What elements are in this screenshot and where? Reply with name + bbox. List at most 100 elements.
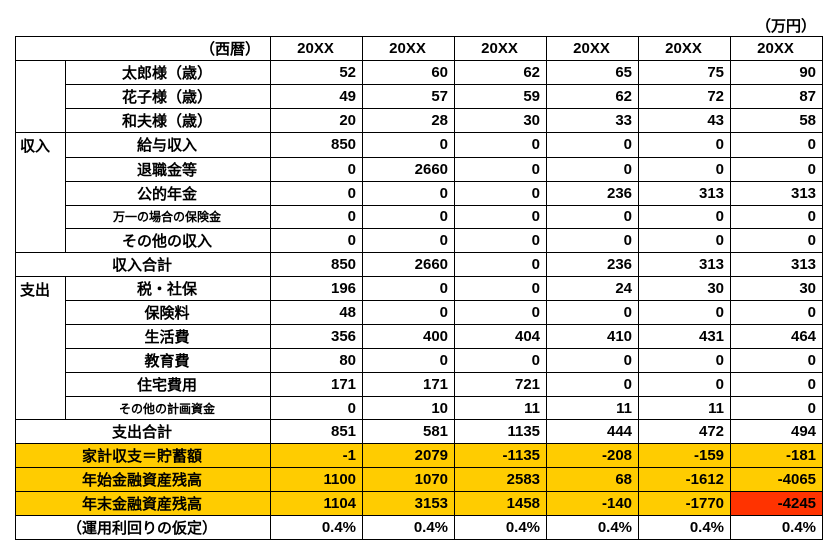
expense-item-label: 税・社保	[66, 276, 271, 301]
age-row: 太郎様（歳）526062657590	[16, 61, 823, 85]
expense-value: 0	[547, 349, 639, 373]
income-row: その他の収入000000	[16, 228, 823, 252]
expense-total-value: 444	[547, 420, 639, 444]
income-total-value: 850	[271, 252, 363, 276]
expense-item-label: 住宅費用	[66, 373, 271, 397]
age-row: 和夫様（歳）202830334358	[16, 109, 823, 133]
expense-row: その他の計画資金0101111110	[16, 397, 823, 420]
income-value: 2660	[363, 157, 455, 181]
summary-value-1-0: 1100	[271, 468, 363, 492]
expense-value: 171	[363, 373, 455, 397]
expense-item-label: 生活費	[66, 325, 271, 349]
summary-label-0: 家計収支＝貯蓄額	[16, 444, 271, 468]
expense-value: 11	[455, 397, 547, 420]
expense-value: 0	[639, 301, 731, 325]
summary-value-2-1: 3153	[363, 492, 455, 516]
income-item-label: 退職金等	[66, 157, 271, 181]
income-value: 0	[455, 157, 547, 181]
expense-value: 0	[547, 301, 639, 325]
expense-value: 10	[363, 397, 455, 420]
age-label: 和夫様（歳）	[66, 109, 271, 133]
age-value: 62	[455, 61, 547, 85]
assumption-value: 0.4%	[547, 516, 639, 540]
income-total-value: 236	[547, 252, 639, 276]
expense-value: 464	[731, 325, 823, 349]
year-col-2: 20XX	[455, 37, 547, 61]
income-value: 0	[271, 157, 363, 181]
summary-value-1-4: -1612	[639, 468, 731, 492]
income-value: 0	[455, 133, 547, 158]
expense-value: 0	[731, 397, 823, 420]
summary-value-1-1: 1070	[363, 468, 455, 492]
expense-value: 431	[639, 325, 731, 349]
expense-value: 404	[455, 325, 547, 349]
income-value: 0	[271, 181, 363, 205]
expense-row: 支出税・社保19600243030	[16, 276, 823, 301]
expense-item-label: 保険料	[66, 301, 271, 325]
age-value: 49	[271, 85, 363, 109]
summary-value-0-5: -181	[731, 444, 823, 468]
age-value: 72	[639, 85, 731, 109]
age-label: 花子様（歳）	[66, 85, 271, 109]
year-col-4: 20XX	[639, 37, 731, 61]
income-total-value: 313	[731, 252, 823, 276]
summary-value-0-4: -159	[639, 444, 731, 468]
income-value: 0	[271, 205, 363, 228]
income-value: 0	[639, 228, 731, 252]
unit-label: （万円）	[15, 15, 820, 36]
income-value: 0	[363, 181, 455, 205]
expense-value: 0	[547, 373, 639, 397]
income-item-label: 公的年金	[66, 181, 271, 205]
header-row: （西暦）20XX20XX20XX20XX20XX20XX	[16, 37, 823, 61]
expense-value: 0	[363, 301, 455, 325]
expense-value: 171	[271, 373, 363, 397]
summary-value-2-3: -140	[547, 492, 639, 516]
income-item-label: 給与収入	[66, 133, 271, 158]
income-total-value: 313	[639, 252, 731, 276]
year-col-0: 20XX	[271, 37, 363, 61]
income-row: 公的年金000236313313	[16, 181, 823, 205]
income-total-label: 収入合計	[16, 252, 271, 276]
age-value: 90	[731, 61, 823, 85]
assumption-value: 0.4%	[639, 516, 731, 540]
income-value: 0	[455, 181, 547, 205]
income-value: 0	[363, 133, 455, 158]
expense-total-row: 支出合計8515811135444472494	[16, 420, 823, 444]
summary-label-1: 年始金融資産残高	[16, 468, 271, 492]
income-value: 0	[639, 205, 731, 228]
expense-row: 住宅費用171171721000	[16, 373, 823, 397]
income-item-label: その他の収入	[66, 228, 271, 252]
expense-total-value: 494	[731, 420, 823, 444]
income-value: 0	[731, 133, 823, 158]
expense-value: 0	[455, 301, 547, 325]
summary-value-2-0: 1104	[271, 492, 363, 516]
age-value: 33	[547, 109, 639, 133]
summary-value-2-4: -1770	[639, 492, 731, 516]
summary-row: 家計収支＝貯蓄額-12079-1135-208-159-181	[16, 444, 823, 468]
income-value: 313	[639, 181, 731, 205]
expense-value: 24	[547, 276, 639, 301]
age-row: 花子様（歳）495759627287	[16, 85, 823, 109]
income-value: 0	[547, 205, 639, 228]
expense-value: 0	[363, 276, 455, 301]
table-wrapper: （万円） （西暦）20XX20XX20XX20XX20XX20XX太郎様（歳）5…	[15, 15, 820, 540]
assumption-value: 0.4%	[731, 516, 823, 540]
age-value: 65	[547, 61, 639, 85]
age-value: 75	[639, 61, 731, 85]
income-value: 0	[547, 157, 639, 181]
income-total-value: 2660	[363, 252, 455, 276]
summary-value-2-5: -4245	[731, 492, 823, 516]
expense-value: 0	[363, 349, 455, 373]
income-value: 0	[271, 228, 363, 252]
assumption-row: （運用利回りの仮定）0.4%0.4%0.4%0.4%0.4%0.4%	[16, 516, 823, 540]
assumption-value: 0.4%	[363, 516, 455, 540]
expense-value: 11	[639, 397, 731, 420]
income-row: 収入給与収入85000000	[16, 133, 823, 158]
expense-value: 0	[731, 349, 823, 373]
expense-value: 30	[731, 276, 823, 301]
income-value: 313	[731, 181, 823, 205]
summary-value-0-0: -1	[271, 444, 363, 468]
expense-value: 48	[271, 301, 363, 325]
summary-value-1-2: 2583	[455, 468, 547, 492]
income-value: 0	[731, 228, 823, 252]
